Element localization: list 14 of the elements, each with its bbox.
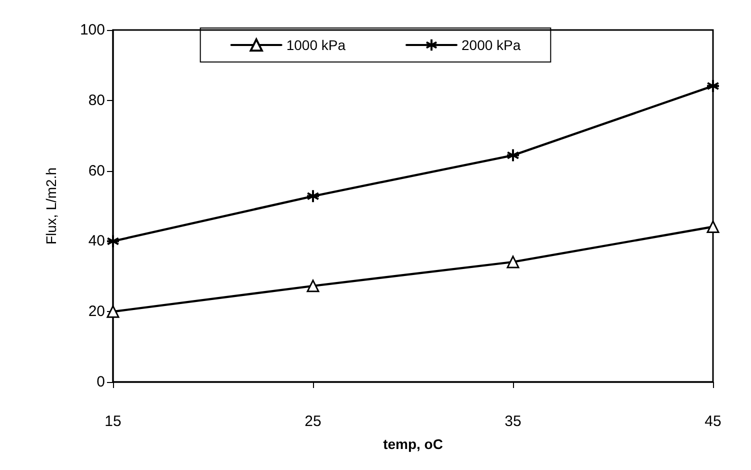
y-tick-label: 60 <box>88 162 105 180</box>
legend-label: 2000 kPa <box>462 37 521 53</box>
x-tick-label: 25 <box>304 413 322 430</box>
x-tick-label: 45 <box>704 413 722 430</box>
x-tick-label: 15 <box>104 413 122 430</box>
x-tick-label: 35 <box>504 413 522 430</box>
y-tick-label: 0 <box>96 374 105 390</box>
y-tick-label: 40 <box>88 232 105 250</box>
y-axis-title: Flux, L/m2.h <box>43 167 59 245</box>
y-tick-label: 100 <box>80 22 105 38</box>
y-tick-label: 20 <box>88 303 105 320</box>
y-tick-label: 80 <box>88 92 105 109</box>
x-axis-title: temp, oC <box>383 436 443 452</box>
legend-label: 1000 kPa <box>286 37 346 53</box>
